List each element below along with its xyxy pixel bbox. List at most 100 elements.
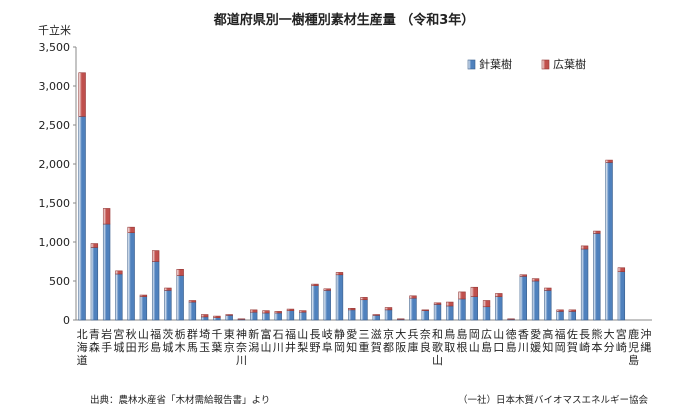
category-label: 山口 — [493, 328, 504, 354]
category-label: 宮城 — [113, 327, 124, 354]
bar-conifer-5 — [139, 296, 148, 321]
category-label: 福井 — [285, 327, 296, 354]
bar-conifer-32 — [470, 296, 478, 321]
category-label: 大阪 — [395, 327, 406, 354]
bar-broadleaf-4 — [127, 226, 135, 233]
bar-broadleaf-6 — [151, 250, 160, 262]
category-label: 岩手 — [101, 327, 112, 354]
bar-conifer-28 — [421, 310, 429, 321]
category-label: 沖縄 — [640, 328, 651, 354]
y-tick-label: 1,000 — [39, 236, 71, 249]
source-note: 出典：農林水産省「木材需給報告書」より — [90, 395, 271, 406]
category-label: 千葉 — [211, 328, 222, 354]
bar-broadleaf-12 — [225, 314, 233, 316]
legend: 針葉樹 広葉樹 — [467, 57, 586, 71]
bar-conifer-19 — [311, 285, 319, 321]
category-label: 長野 — [309, 328, 320, 354]
bar-broadleaf-39 — [556, 309, 564, 312]
bar-broadleaf-35 — [507, 318, 515, 320]
bar-conifer-25 — [384, 309, 393, 321]
legend-label: 針葉樹 — [479, 57, 512, 71]
bars — [78, 72, 626, 321]
legend-label: 広葉樹 — [553, 57, 586, 71]
bar-conifer-34 — [495, 296, 503, 321]
bar-broadleaf-33 — [482, 300, 491, 308]
category-label: 新潟 — [248, 327, 259, 354]
category-label: 宮崎 — [616, 327, 627, 354]
bar-broadleaf-23 — [360, 297, 368, 301]
category-label: 三重 — [359, 328, 370, 354]
bar-broadleaf-20 — [323, 288, 331, 291]
y-tick-label: 2,000 — [39, 158, 71, 171]
bar-broadleaf-15 — [262, 310, 270, 314]
bar-conifer-7 — [164, 290, 172, 321]
category-label: 鳥取 — [444, 327, 455, 354]
bar-conifer-16 — [274, 312, 282, 321]
category-label: 北海道 — [77, 328, 88, 367]
bar-conifer-21 — [335, 274, 344, 321]
bar-broadleaf-25 — [384, 307, 393, 311]
y-tick-label: 2,500 — [39, 119, 71, 132]
bar-conifer-3 — [115, 273, 123, 321]
y-axis-unit-label: 千立米 — [38, 23, 71, 37]
category-label: 滋賀 — [371, 328, 382, 354]
bar-conifer-6 — [151, 261, 160, 321]
bar-conifer-36 — [519, 276, 527, 321]
bar-conifer-23 — [360, 299, 368, 321]
bar-conifer-1 — [90, 247, 99, 321]
bar-broadleaf-37 — [531, 278, 540, 282]
category-label: 岡山 — [469, 328, 480, 354]
bar-conifer-2 — [102, 223, 111, 321]
bar-broadleaf-0 — [78, 72, 86, 117]
bar-conifer-33 — [482, 306, 491, 321]
bar-conifer-37 — [531, 280, 540, 321]
category-label: 熊本 — [591, 327, 602, 354]
category-label: 東京 — [224, 328, 235, 354]
bar-broadleaf-41 — [580, 245, 589, 250]
bar-broadleaf-17 — [286, 308, 295, 311]
bar-conifer-30 — [446, 305, 454, 321]
chart-title: 都道府県別一樹種別素材生産量 （令和3年） — [213, 12, 475, 28]
bar-broadleaf-42 — [593, 230, 601, 234]
y-tick-label: 500 — [49, 275, 70, 288]
bar-broadleaf-5 — [139, 294, 148, 297]
bar-broadleaf-16 — [274, 311, 282, 314]
category-label: 山形 — [138, 328, 149, 354]
bar-conifer-4 — [127, 232, 135, 321]
bar-broadleaf-7 — [164, 287, 172, 291]
bar-broadleaf-14 — [250, 309, 258, 313]
bar-conifer-10 — [201, 316, 209, 321]
credit-note: （一社）日本木質バイオマスエネルギー協会 — [457, 395, 648, 406]
category-label: 広島 — [481, 328, 492, 354]
bar-broadleaf-40 — [568, 309, 577, 312]
bar-broadleaf-10 — [201, 314, 209, 318]
bar-conifer-43 — [605, 162, 613, 321]
bar-conifer-9 — [188, 301, 197, 321]
bar-broadleaf-24 — [372, 314, 380, 316]
bar-conifer-27 — [409, 297, 417, 321]
category-label: 大分 — [604, 327, 615, 354]
y-tick-label: 3,500 — [39, 41, 71, 54]
category-label: 埼玉 — [199, 327, 210, 354]
category-label: 長崎 — [579, 328, 590, 354]
bar-broadleaf-27 — [409, 295, 417, 299]
bar-conifer-18 — [299, 311, 307, 321]
bar-conifer-39 — [556, 311, 564, 321]
bar-broadleaf-26 — [397, 318, 405, 320]
bar-conifer-29 — [433, 304, 442, 321]
bar-broadleaf-3 — [115, 270, 123, 275]
bar-broadleaf-22 — [348, 307, 356, 311]
bar-broadleaf-13 — [237, 318, 246, 320]
category-label: 愛媛 — [530, 328, 541, 354]
category-label: 島根 — [457, 327, 468, 354]
bar-conifer-42 — [593, 233, 601, 321]
bar-conifer-15 — [262, 312, 270, 321]
category-label: 奈良 — [420, 327, 431, 354]
category-label: 福岡 — [555, 327, 566, 354]
bar-broadleaf-2 — [102, 208, 111, 225]
category-label: 佐賀 — [567, 327, 578, 354]
bar-conifer-12 — [225, 315, 233, 321]
category-label: 福島 — [150, 327, 161, 354]
bar-conifer-31 — [458, 298, 466, 321]
bar-broadleaf-9 — [188, 300, 197, 303]
